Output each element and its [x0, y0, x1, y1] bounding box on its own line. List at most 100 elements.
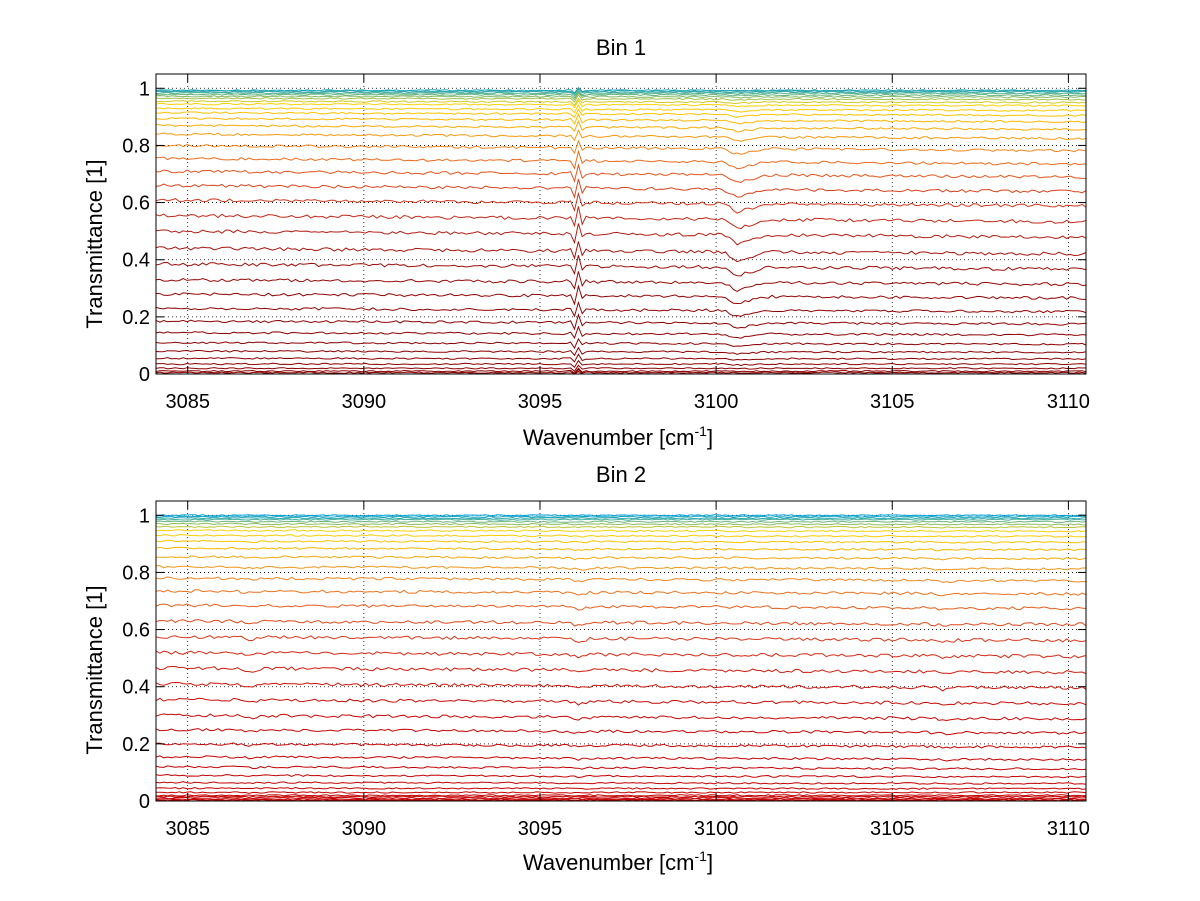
axes-box — [155, 73, 1087, 375]
y-tick-label: 1 — [139, 78, 150, 100]
series-line — [155, 368, 1087, 375]
y-tick-label: 0.2 — [122, 307, 150, 329]
series-line — [155, 773, 1087, 779]
x-tick-label: 3110 — [1047, 818, 1090, 840]
series-line — [155, 108, 1087, 119]
x-axis-label-superscript: -1 — [695, 423, 708, 439]
y-tick-label: 1 — [139, 505, 150, 527]
y-tick-label: 0.8 — [122, 562, 150, 584]
x-tick-label: 3100 — [694, 818, 739, 840]
series-line — [155, 520, 1087, 524]
y-tick-label: 0 — [139, 364, 150, 386]
series-line — [155, 99, 1087, 109]
x-tick-label: 3085 — [165, 391, 210, 413]
x-axis-label-suffix: ] — [707, 850, 713, 875]
series-line — [155, 786, 1087, 790]
series-line — [155, 650, 1087, 659]
series-line — [155, 755, 1087, 762]
series-line — [156, 518, 1087, 521]
subplot-bin-1: Bin 1 3085 3090 3095 3100 3105 3110 0 0.2 0.4 0.6… — [82, 35, 1090, 450]
series-line — [155, 113, 1087, 125]
series-line — [155, 529, 1087, 533]
series-line — [155, 681, 1087, 692]
series-line — [155, 367, 1087, 374]
series-line — [156, 555, 1087, 561]
series-line — [155, 534, 1087, 538]
series-line — [155, 89, 1087, 97]
series-group — [155, 86, 1087, 375]
series-line — [156, 791, 1087, 794]
series-line — [155, 206, 1087, 230]
series-line — [155, 728, 1087, 736]
series-line — [155, 255, 1087, 277]
series-line — [155, 119, 1087, 133]
ticks: 3085 3090 3095 3100 3105 3110 0 0.2 0.4 0.6 0.8 1 — [122, 501, 1090, 840]
series-line — [155, 515, 1086, 518]
x-tick-label: 3095 — [518, 818, 563, 840]
y-tick-label: 0.4 — [122, 677, 150, 699]
series-line — [155, 765, 1087, 771]
series-line — [155, 713, 1087, 722]
series-line — [155, 104, 1087, 114]
y-axis-label: Transmittance [1] — [82, 585, 107, 754]
series-line — [155, 300, 1087, 318]
series-line — [155, 359, 1087, 368]
series-line — [155, 522, 1087, 526]
x-tick-label: 3105 — [870, 818, 915, 840]
series-line — [155, 576, 1087, 584]
series-line — [156, 163, 1087, 184]
series-line — [155, 337, 1087, 350]
x-tick-label: 3090 — [342, 391, 387, 413]
series-line — [155, 798, 1087, 801]
y-tick-label: 0.6 — [122, 193, 150, 215]
y-tick-label: 0.8 — [122, 135, 150, 157]
x-axis-label-superscript: -1 — [695, 848, 708, 864]
series-line — [155, 666, 1087, 675]
series-line — [155, 94, 1087, 103]
series-line — [155, 271, 1086, 292]
series-line — [155, 241, 1087, 263]
x-axis-label-suffix: ] — [707, 425, 713, 450]
plot-title: Bin 1 — [596, 35, 646, 60]
series-line — [155, 794, 1087, 797]
series-line — [155, 91, 1087, 99]
series-line — [155, 178, 1087, 199]
x-tick-label: 3090 — [342, 818, 387, 840]
series-group — [155, 514, 1087, 802]
series-line — [155, 313, 1087, 331]
x-axis-label-main: Wavenumber [cm — [523, 850, 695, 875]
series-line — [155, 223, 1087, 246]
x-tick-label: 3100 — [694, 391, 739, 413]
x-axis-label: Wavenumber [cm-1] — [523, 848, 713, 875]
series-line — [155, 88, 1087, 95]
series-line — [155, 619, 1087, 627]
series-line — [155, 514, 1087, 517]
x-axis-label-main: Wavenumber [cm — [523, 425, 695, 450]
series-line — [155, 364, 1087, 372]
series-line — [155, 635, 1087, 643]
series-line — [155, 796, 1087, 800]
series-line — [155, 149, 1087, 170]
series-line — [155, 589, 1087, 597]
x-tick-label: 3110 — [1047, 391, 1090, 413]
x-tick-label: 3095 — [518, 391, 563, 413]
series-line — [155, 565, 1086, 571]
series-line — [155, 353, 1087, 363]
series-line — [155, 97, 1086, 107]
plot-title: Bin 2 — [596, 462, 646, 487]
series-line — [155, 346, 1087, 357]
series-line — [155, 86, 1087, 94]
subplot-bin-2: Bin 2 3085 3090 3095 3100 3105 3110 0 0.2 0.4 0.6… — [82, 462, 1090, 875]
series-line — [155, 139, 1087, 155]
y-axis-label: Transmittance [1] — [82, 159, 107, 328]
x-tick-label: 3085 — [165, 818, 210, 840]
y-tick-label: 0.6 — [122, 620, 150, 642]
y-tick-label: 0.4 — [122, 250, 150, 272]
axes-box — [155, 500, 1087, 802]
series-line — [155, 742, 1087, 749]
series-line — [155, 781, 1087, 785]
series-line — [155, 284, 1086, 306]
series-line — [155, 325, 1087, 340]
series-line — [155, 525, 1086, 529]
